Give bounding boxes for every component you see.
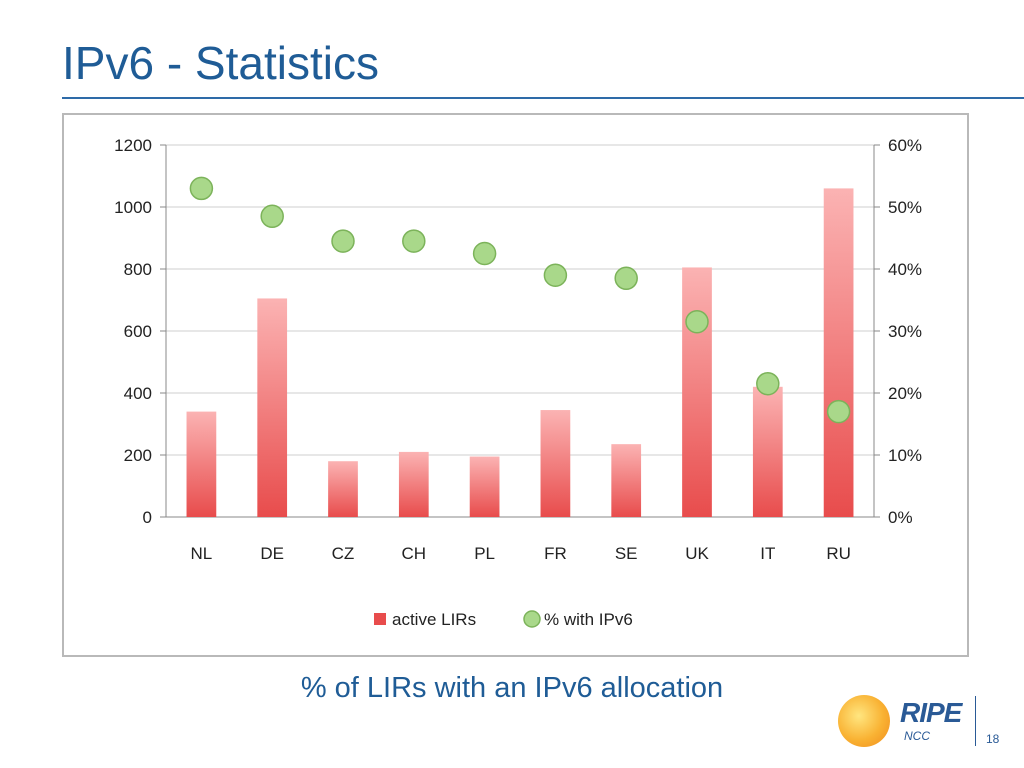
- point-uk: [685, 309, 709, 334]
- y-left-tick-label: 1200: [114, 136, 152, 155]
- x-tick-label: UK: [685, 544, 709, 563]
- point-de: [260, 204, 284, 229]
- chart-caption: % of LIRs with an IPv6 allocation: [300, 672, 724, 704]
- page-number: 18: [986, 732, 1000, 746]
- title-divider: [62, 97, 1024, 99]
- bar-se: [611, 444, 642, 517]
- y-left-tick-label: 800: [124, 260, 152, 279]
- bar-fr: [540, 410, 571, 517]
- combo-chart: 0 0% 200 10% 400 20% 600 30% 800 40% 1000 50% 1200 60…: [114, 136, 922, 629]
- legend-bar-swatch: [374, 613, 386, 625]
- footer-divider: [975, 696, 976, 746]
- y-right-tick-label: 10%: [888, 446, 922, 465]
- point-nl: [189, 176, 214, 201]
- x-tick-label: FR: [544, 544, 567, 563]
- y-right-tick-label: 40%: [888, 260, 922, 279]
- x-tick-label: CH: [402, 544, 427, 563]
- sun-icon: [838, 695, 890, 747]
- x-tick-label: CZ: [332, 544, 355, 563]
- bar-nl: [186, 411, 217, 517]
- x-tick-label: IT: [760, 544, 775, 563]
- bar-ch: [398, 451, 429, 517]
- logo-subtitle: NCC: [904, 729, 930, 743]
- y-right-tick-label: 20%: [888, 384, 922, 403]
- bar-it: [752, 386, 783, 517]
- x-tick-label: RU: [826, 544, 851, 563]
- point-it: [756, 371, 780, 396]
- y-left-tick-label: 400: [124, 384, 152, 403]
- y-left-tick-label: 0: [143, 508, 152, 527]
- point-ru: [826, 399, 851, 424]
- x-tick-label: DE: [260, 544, 284, 563]
- x-tick-label: NL: [191, 544, 213, 563]
- bar-de: [257, 298, 288, 517]
- bar-pl: [469, 456, 500, 517]
- bar-uk: [682, 267, 712, 517]
- point-pl: [472, 241, 497, 266]
- x-tick-label: PL: [474, 544, 495, 563]
- point-fr: [543, 263, 568, 287]
- point-se: [614, 266, 638, 291]
- point-ch: [402, 229, 426, 253]
- legend-point-swatch: [523, 610, 541, 628]
- y-left-tick-label: 200: [124, 446, 152, 465]
- point-cz: [331, 229, 355, 253]
- y-right-tick-label: 30%: [888, 322, 922, 341]
- y-right-tick-label: 0%: [888, 508, 913, 527]
- bar-cz: [328, 461, 358, 517]
- legend-bar-label: active LIRs: [392, 610, 476, 629]
- legend-point-label: % with IPv6: [544, 610, 633, 629]
- bar-ru: [823, 188, 854, 517]
- ripe-ncc-logo: RIPE NCC: [838, 695, 978, 755]
- y-right-tick-label: 60%: [888, 136, 922, 155]
- y-right-tick-label: 50%: [888, 198, 922, 217]
- slide-title: IPv6 - Statistics: [62, 37, 379, 89]
- y-left-tick-label: 600: [124, 322, 152, 341]
- chart-container: 0 0% 200 10% 400 20% 600 30% 800 40% 1000 50% 1200 60…: [62, 113, 969, 657]
- logo-wordmark: RIPE: [900, 697, 962, 728]
- y-left-tick-label: 1000: [114, 198, 152, 217]
- x-tick-label: SE: [615, 544, 638, 563]
